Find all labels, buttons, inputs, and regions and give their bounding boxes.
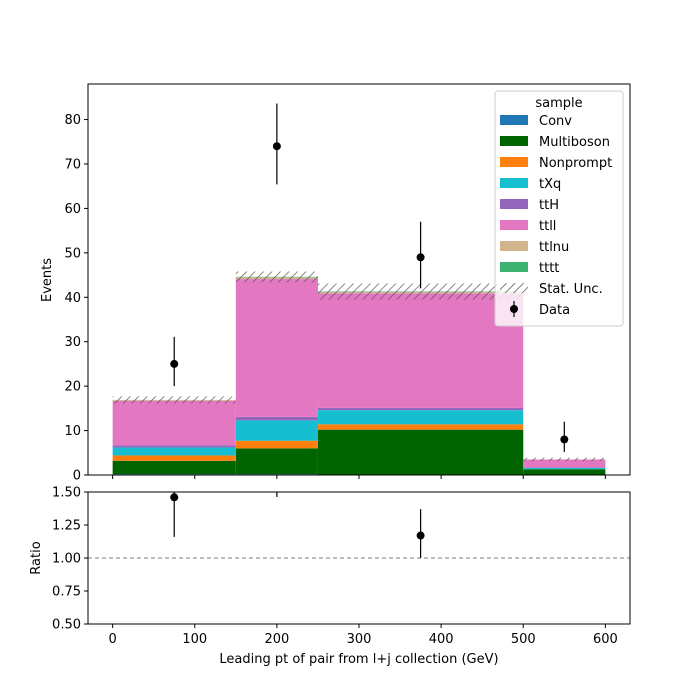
legend-swatch-ttlnu [500,241,528,251]
ratio-x-ticks: 0 100 200 300 400 500 600 [108,624,618,647]
legend-label-txq: tXq [539,177,561,192]
y-tick-label: 0 [73,469,81,484]
bar-ttll-bin-2 [317,293,524,408]
legend-label-ttll: ttll [539,219,556,234]
bar-multiboson-bin-1 [235,448,318,475]
y-tick-label: 10 [64,424,81,439]
x-tick-label: 400 [429,632,454,647]
bar-txq-bin-1 [235,420,318,441]
bar-ttll-bin-0 [112,400,236,446]
bar-txq-bin-2 [317,410,524,425]
legend-swatch-tth [500,199,528,209]
y-tick-label: 60 [64,202,81,217]
stat-unc-band-bin-3 [523,457,606,462]
legend: sample Conv Multiboson Nonprompt tXq ttH ttll… [494,90,624,327]
legend-swatch-conv [500,115,528,125]
ratio-point-1 [416,531,425,540]
ratio-point-0 [170,493,179,502]
y-tick-label: 40 [64,291,81,306]
legend-swatch-stat-unc [500,283,528,293]
legend-label-nonprompt: Nonprompt [539,156,612,171]
bar-ttll-bin-1 [235,279,318,417]
data-point-3 [560,435,569,444]
y-tick-label: 80 [64,113,81,128]
bar-txq-bin-3 [523,467,606,470]
ratio-y-axis-label: Ratio [29,541,44,574]
main-y-ticks: 0 10 20 30 40 50 60 70 80 [64,113,88,484]
y-tick-label: 70 [64,157,81,172]
x-tick-label: 0 [108,632,116,647]
ratio-points [170,492,425,558]
bar-nonprompt-bin-1 [235,440,318,449]
bar-multiboson-bin-3 [523,469,606,475]
ratio-y-tick-label: 1.50 [52,486,81,501]
bar-tth-bin-1 [235,416,318,421]
stacked-bars [112,276,606,475]
bar-txq-bin-0 [112,447,236,456]
data-point-2 [416,253,425,262]
x-tick-label: 300 [347,632,372,647]
bar-tth-bin-2 [317,407,524,411]
ratio-y-tick-label: 0.75 [52,585,81,600]
data-point-0 [170,359,179,368]
x-tick-label: 100 [182,632,207,647]
x-tick-label: 200 [264,632,289,647]
legend-swatch-nonprompt [500,157,528,167]
stat-unc-band-bin-2 [317,283,524,300]
ratio-y-tick-label: 1.25 [52,519,81,534]
legend-swatch-multiboson [500,136,528,146]
legend-label-multiboson: Multiboson [539,135,610,150]
ratio-y-tick-label: 0.50 [52,618,81,633]
stat-unc-band-bin-0 [112,396,236,404]
legend-data-marker [510,305,518,313]
legend-label-tttt: tttt [539,261,559,276]
x-tick-label: 600 [593,632,618,647]
y-tick-label: 20 [64,380,81,395]
ratio-y-tick-label: 1.00 [52,552,81,567]
legend-swatch-txq [500,178,528,188]
bar-multiboson-bin-2 [317,429,524,475]
stat-unc-band-bin-1 [235,271,318,283]
data-points [170,103,569,452]
data-point-1 [272,142,281,151]
stat-uncertainty-bands [112,271,606,462]
x-tick-label: 500 [511,632,536,647]
ratio-y-ticks: 0.50 0.75 1.00 1.25 1.50 [52,486,88,633]
bar-multiboson-bin-0 [112,460,236,475]
bar-tth-bin-0 [112,445,236,448]
legend-swatch-tttt [500,262,528,272]
bar-nonprompt-bin-0 [112,455,236,461]
legend-label-ttlnu: ttlnu [539,240,569,255]
bar-nonprompt-bin-2 [317,424,524,430]
ratio-plot-frame [87,491,631,625]
legend-swatch-ttll [500,220,528,230]
bar-ttll-bin-3 [523,459,606,468]
x-axis-label: Leading pt of pair from l+j collection (… [219,652,498,667]
legend-label-tth: ttH [539,198,559,213]
legend-label-data: Data [539,303,570,318]
legend-label-conv: Conv [539,114,572,129]
y-tick-label: 30 [64,335,81,350]
y-axis-label: Events [40,258,55,302]
main-x-ticks [112,475,606,479]
y-tick-label: 50 [64,246,81,261]
legend-title: sample [535,96,582,111]
legend-label-stat-unc: Stat. Unc. [539,282,603,297]
